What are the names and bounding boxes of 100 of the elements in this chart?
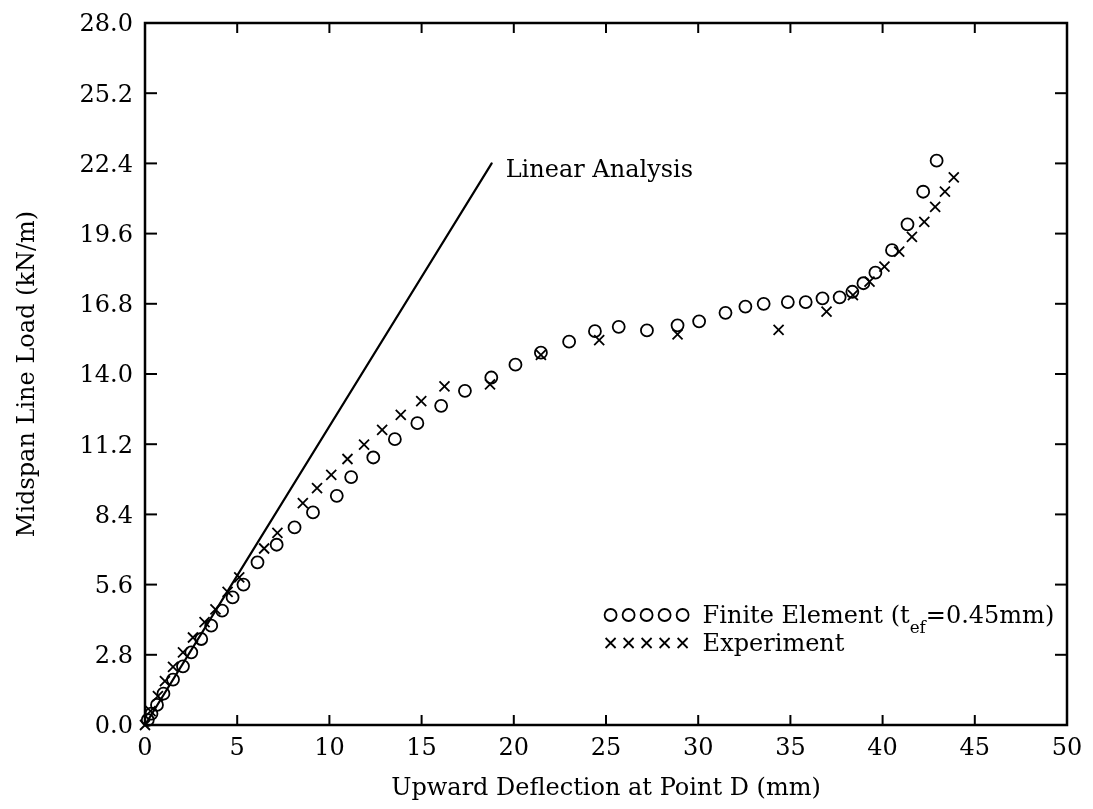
point: [815, 291, 830, 306]
y-tick-label: 0.0: [94, 711, 133, 740]
point: [916, 184, 931, 199]
point: [692, 314, 707, 329]
x-tick-label: 40: [867, 733, 898, 761]
point: [484, 370, 499, 385]
point: [184, 645, 199, 660]
point: [640, 323, 654, 338]
point: [156, 686, 171, 701]
point: [772, 323, 785, 336]
x-tick-label: 50: [1051, 733, 1083, 761]
point: [756, 296, 771, 311]
point: [194, 632, 209, 646]
y-tick-label: 19.6: [79, 220, 133, 248]
point: [878, 260, 891, 273]
y-tick-label: 22.4: [79, 149, 133, 178]
point: [410, 416, 425, 431]
point: [209, 603, 222, 616]
point: [215, 603, 229, 618]
point: [939, 185, 951, 198]
point: [176, 659, 190, 674]
point: [329, 488, 344, 503]
point: [670, 318, 685, 333]
point: [177, 646, 189, 659]
point: [893, 245, 906, 258]
x-axis-title: Upward Deflection at Point D (mm): [391, 773, 821, 801]
y-tick-label: 8.4: [94, 500, 133, 529]
y-tick-label: 11.2: [79, 430, 133, 459]
x-tick-label: 20: [498, 733, 530, 761]
point: [798, 295, 813, 309]
point: [269, 537, 284, 552]
point: [847, 289, 859, 301]
point: [434, 398, 449, 413]
x-tick-label: 30: [682, 733, 714, 761]
point: [387, 432, 402, 447]
point: [885, 243, 899, 258]
point: [947, 171, 960, 184]
point: [344, 470, 359, 484]
point: [929, 200, 942, 213]
point: [233, 571, 246, 584]
point: [856, 276, 871, 291]
point: [376, 424, 389, 436]
point: [150, 698, 164, 712]
point: [458, 383, 472, 398]
point: [900, 217, 915, 232]
point: [325, 468, 338, 481]
point: [287, 520, 302, 535]
point: [394, 408, 407, 421]
point: [366, 450, 381, 465]
series-label: Linear Analysis: [505, 155, 693, 184]
point: [484, 378, 496, 391]
x-tick-label: 35: [775, 733, 806, 761]
point: [438, 380, 451, 393]
point: [535, 349, 547, 361]
point: [204, 618, 219, 633]
point: [341, 453, 354, 465]
point: [140, 713, 155, 727]
point: [187, 631, 199, 644]
point: [718, 305, 733, 320]
point: [225, 590, 240, 605]
legend-label: Experiment: [702, 629, 845, 657]
point: [534, 345, 548, 360]
point: [832, 290, 847, 305]
x-tick-label: 45: [959, 733, 991, 761]
y-tick-label: 14.0: [79, 360, 133, 389]
point: [139, 719, 151, 731]
point: [358, 438, 370, 451]
point: [671, 328, 684, 341]
y-tick-label: 28.0: [79, 9, 133, 38]
x-tick-label: 25: [590, 733, 622, 761]
point: [820, 305, 833, 318]
x-tick-label: 0: [137, 733, 153, 761]
point: [929, 153, 944, 168]
x-tick-label: 15: [406, 733, 437, 761]
y-tick-label: 25.2: [79, 79, 133, 108]
point: [906, 230, 918, 243]
point: [221, 585, 234, 598]
point: [198, 616, 211, 629]
point: [508, 357, 523, 372]
point: [593, 334, 606, 347]
point: [845, 284, 860, 299]
point: [780, 295, 795, 309]
point: [159, 675, 171, 688]
y-axis-title: Midspan Line Load (kN/m): [12, 210, 40, 538]
point: [863, 275, 876, 288]
point: [250, 555, 265, 570]
point: [611, 319, 626, 334]
point: [311, 482, 323, 494]
y-tick-label: 2.8: [94, 641, 133, 670]
x-tick-label: 10: [314, 733, 345, 761]
point: [588, 324, 602, 339]
x-tick-label: 5: [229, 733, 245, 761]
point: [868, 265, 883, 280]
point: [562, 334, 577, 349]
point: [306, 505, 320, 520]
point: [415, 395, 428, 407]
point: [236, 577, 251, 592]
point: [738, 299, 753, 314]
point: [296, 497, 309, 510]
point: [166, 672, 180, 687]
